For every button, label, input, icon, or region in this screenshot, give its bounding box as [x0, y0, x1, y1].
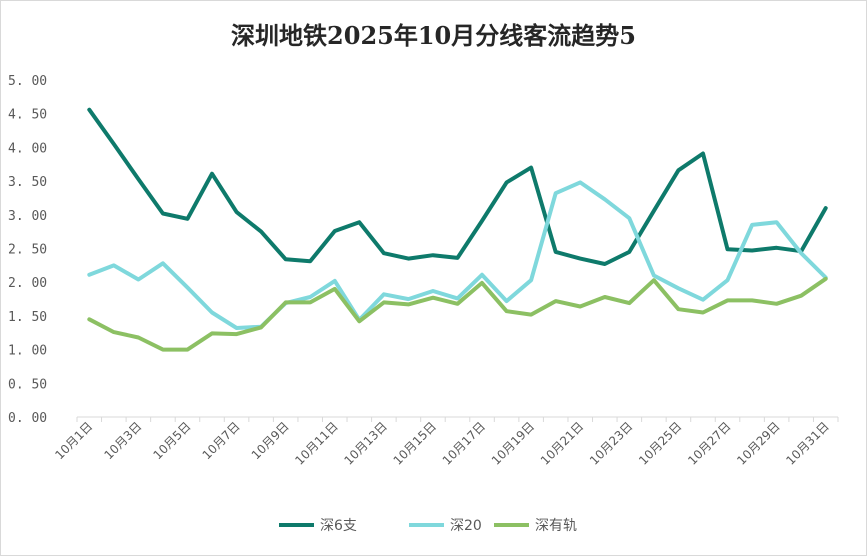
series-line-1 — [87, 107, 828, 266]
y-tick-label: 2. 50 — [8, 243, 47, 258]
y-tick-label: 3. 50 — [8, 175, 47, 190]
y-tick-label: 0. 50 — [8, 377, 47, 392]
series-line-2 — [87, 180, 828, 330]
x-tick-label: 10月25日 — [636, 419, 684, 467]
x-tick-label: 10月13日 — [342, 419, 390, 467]
x-tick-label: 10月21日 — [538, 419, 586, 467]
y-tick-label: 1. 50 — [8, 310, 47, 325]
legend-label: 深有轨 — [535, 518, 577, 534]
x-tick-label: 10月31日 — [783, 419, 831, 467]
chart-title: 深圳地铁2025年10月分线客流趋势5 — [231, 21, 636, 50]
x-tick-label: 10月23日 — [587, 419, 635, 467]
legend-label: 深20 — [450, 518, 482, 534]
y-tick-label: 4. 00 — [8, 141, 47, 156]
x-tick-label: 10月1日 — [52, 419, 95, 462]
x-tick-label: 10月19日 — [489, 419, 537, 467]
y-tick-label: 3. 00 — [8, 209, 47, 224]
x-tick-label: 10月11日 — [292, 419, 340, 467]
y-tick-label: 2. 00 — [8, 276, 47, 291]
y-tick-label: 0. 00 — [8, 411, 47, 426]
x-tick-label: 10月7日 — [200, 419, 243, 462]
x-tick-label: 10月5日 — [151, 419, 194, 462]
x-tick-label: 10月17日 — [440, 419, 488, 467]
x-tick-label: 10月15日 — [391, 419, 439, 467]
legend-label: 深6支 — [320, 518, 357, 534]
x-tick-label: 10月27日 — [685, 419, 733, 467]
y-tick-label: 4. 50 — [8, 108, 47, 123]
y-tick-label: 1. 00 — [8, 344, 47, 359]
x-tick-label: 10月9日 — [249, 419, 292, 462]
y-tick-label: 5. 00 — [8, 74, 47, 89]
series-line-3 — [87, 276, 828, 352]
x-tick-label: 10月29日 — [734, 419, 782, 467]
x-tick-label: 10月3日 — [101, 419, 144, 462]
